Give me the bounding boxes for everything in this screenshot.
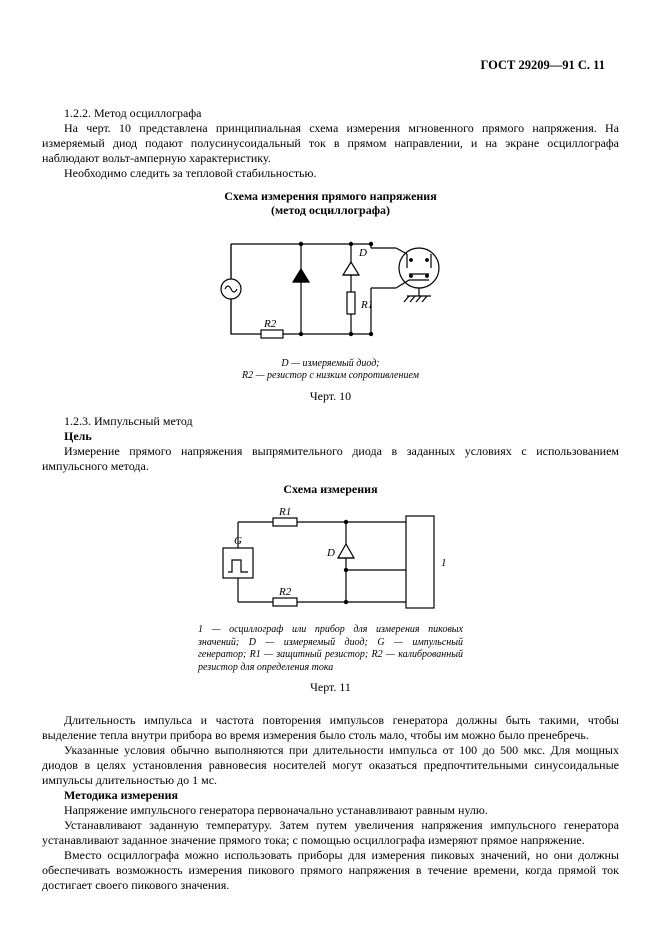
- para-2: Необходимо следить за тепловой стабильно…: [42, 166, 619, 181]
- body-p4: Устанавливают заданную температуру. Зате…: [42, 818, 619, 848]
- fig11-title: Схема измерения: [42, 482, 619, 496]
- fig10-caption-line2: R2 — резистор с низким сопротивлением: [242, 370, 419, 381]
- fig11-caption: 1 — осциллограф или прибор для измерения…: [198, 624, 463, 674]
- fig11-caption-text: 1 — осциллограф или прибор для измерения…: [198, 624, 463, 673]
- fig11-schematic: G R1 R2 D 1: [201, 502, 461, 622]
- fig10-label-r1: R1: [360, 299, 373, 311]
- fig10-title-line2: (метод осциллографа): [271, 203, 390, 217]
- section-1-2-3-title: 1.2.3. Импульсный метод: [42, 414, 619, 429]
- fig10-label-d: D: [358, 247, 367, 259]
- fig11-label-r2: R2: [278, 586, 292, 598]
- body-p1: Длительность импульса и частота повторен…: [42, 713, 619, 743]
- fig10-title-line1: Схема измерения прямого напряжения: [224, 189, 436, 203]
- body-p2: Указанные условия обычно выполняются при…: [42, 743, 619, 788]
- content-body: 1.2.2. Метод осциллографа На черт. 10 пр…: [42, 106, 619, 893]
- fig10-caption: D — измеряемый диод; R2 — резистор с низ…: [42, 358, 619, 383]
- fig10-label: Черт. 10: [42, 389, 619, 404]
- fig10-label-r2: R2: [263, 318, 277, 330]
- fig11-label-1: 1: [441, 557, 447, 569]
- fig11-label-r1: R1: [278, 506, 291, 518]
- goal-para: Измерение прямого напряжения выпрямитель…: [42, 444, 619, 474]
- fig11-label-g: G: [234, 535, 242, 547]
- fig10-title: Схема измерения прямого напряжения (мето…: [42, 189, 619, 218]
- body-p5: Вместо осциллографа можно использовать п…: [42, 848, 619, 893]
- fig10-schematic: D R1 R2: [201, 224, 461, 354]
- fig11-svg-wrap: G R1 R2 D 1: [42, 502, 619, 622]
- fig10-svg-wrap: D R1 R2: [42, 224, 619, 354]
- para-1: На черт. 10 представлена принципиальная …: [42, 121, 619, 166]
- section-1-2-2-title: 1.2.2. Метод осциллографа: [42, 106, 619, 121]
- fig11-label-d: D: [326, 547, 335, 559]
- body-p3: Напряжение импульсного генератора первон…: [42, 803, 619, 818]
- page: ГОСТ 29209—91 С. 11 1.2.2. Метод осцилло…: [0, 0, 661, 936]
- fig10-caption-line1: D — измеряемый диод;: [281, 358, 379, 369]
- goal-heading: Цель: [42, 429, 619, 444]
- doc-reference: ГОСТ 29209—91 С. 11: [481, 58, 605, 73]
- fig11-label: Черт. 11: [42, 680, 619, 695]
- method-heading: Методика измерения: [42, 788, 619, 803]
